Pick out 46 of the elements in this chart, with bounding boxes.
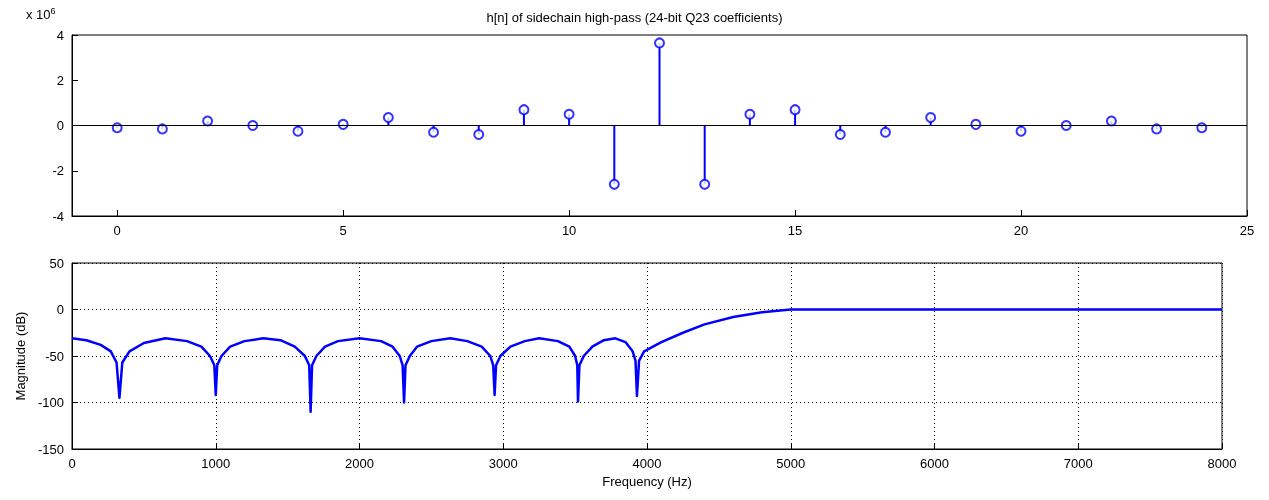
point [473, 129, 485, 141]
x-tick-label: 2000 [345, 456, 374, 471]
point [428, 126, 440, 138]
point [744, 108, 756, 120]
y-tick-label: -2 [52, 163, 64, 179]
y-tick-label: -50 [45, 348, 64, 364]
y-tick-label: -100 [37, 395, 64, 410]
point [292, 125, 304, 137]
x-tick-label: 10 [561, 223, 577, 238]
x-tick-label: 0 [113, 223, 121, 238]
point [879, 126, 891, 138]
point [563, 108, 575, 120]
line-series [70, 308, 1224, 414]
y-tick-label: 50 [49, 255, 64, 271]
point [1015, 125, 1027, 137]
point [925, 112, 937, 124]
point [834, 129, 846, 141]
y-tick-label: -150 [37, 441, 64, 457]
x-tick-label: 5 [339, 223, 347, 238]
point [654, 37, 665, 49]
x-axis-title: Frequency (Hz) [602, 473, 692, 489]
x-tick-label: 0 [68, 456, 76, 471]
x-tick-label: 4000 [632, 456, 662, 471]
point [382, 112, 394, 124]
x-tick-label: 20 [1013, 223, 1029, 238]
y-axis-title: Magnitude (dB) [13, 311, 29, 401]
y-tick-label: 0 [56, 118, 64, 133]
point [202, 115, 214, 127]
x-tick-label: 8000 [1207, 456, 1237, 471]
point [518, 104, 530, 116]
point [699, 178, 711, 190]
x-tick-label: 15 [787, 223, 803, 238]
point [1105, 115, 1117, 127]
x-tick-label: 1000 [201, 456, 231, 471]
x-tick-label: 3000 [488, 456, 518, 471]
point [789, 104, 801, 116]
chart-title: h[n] of sidechain high-pass (24-bit Q23 coefficients) [486, 10, 783, 25]
point [608, 178, 620, 190]
x-tick-label: 25 [1239, 223, 1255, 238]
y-tick-label: 2 [56, 72, 64, 88]
y-tick-label: 0 [56, 302, 64, 317]
y-tick-label: -4 [52, 208, 64, 224]
x-tick-label: 5000 [776, 456, 806, 471]
x-tick-label: 6000 [920, 456, 949, 471]
y-tick-label: 4 [56, 27, 64, 43]
x-tick-label: 7000 [1063, 456, 1093, 471]
